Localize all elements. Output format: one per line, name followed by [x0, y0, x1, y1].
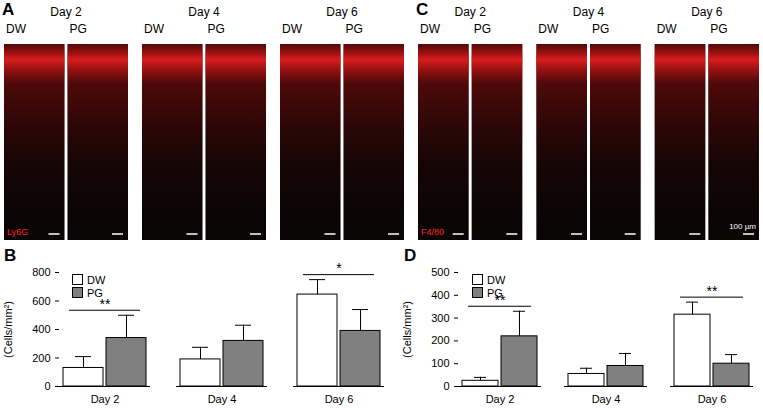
- svg-text:PG: PG: [474, 22, 491, 36]
- svg-text:DW: DW: [538, 22, 559, 36]
- svg-text:Day 4: Day 4: [573, 5, 605, 19]
- html-text:DW: DW: [87, 274, 106, 286]
- svg-text:Day 4: Day 4: [592, 393, 621, 405]
- svg-text:*: *: [336, 260, 342, 276]
- html-text:D: D: [404, 246, 417, 265]
- svg-text:PG: PG: [70, 22, 87, 36]
- svg-text:DW: DW: [657, 22, 678, 36]
- svg-text:PG: PG: [208, 22, 225, 36]
- svg-text:Day 6: Day 6: [691, 5, 723, 19]
- svg-text:Day 2: Day 2: [50, 5, 82, 19]
- svg-text:DW: DW: [6, 22, 27, 36]
- svg-text:400: 400: [32, 323, 50, 335]
- svg-text:600: 600: [32, 295, 50, 307]
- svg-text:0: 0: [443, 380, 449, 392]
- html-text:PG: PG: [87, 287, 103, 299]
- svg-text:PG: PG: [592, 22, 609, 36]
- svg-text:300: 300: [431, 312, 449, 324]
- svg-text:DW: DW: [144, 22, 165, 36]
- svg-text:200: 200: [32, 352, 50, 364]
- svg-text:PG: PG: [710, 22, 727, 36]
- svg-text:DW: DW: [420, 22, 441, 36]
- svg-text:400: 400: [431, 289, 449, 301]
- svg-text:(Cells/mm²): (Cells/mm²): [401, 301, 413, 358]
- svg-text:Day 2: Day 2: [91, 393, 120, 405]
- svg-text:0: 0: [44, 380, 50, 392]
- svg-text:500: 500: [431, 266, 449, 278]
- svg-text:Day 4: Day 4: [188, 5, 220, 19]
- html-text:DW: DW: [487, 274, 506, 286]
- svg-text:**: **: [707, 283, 718, 299]
- svg-text:Day 6: Day 6: [698, 393, 727, 405]
- svg-text:Day 2: Day 2: [454, 5, 486, 19]
- svg-text:Ly6G: Ly6G: [7, 227, 28, 237]
- svg-text:DW: DW: [282, 22, 303, 36]
- svg-text:(Cells/mm²): (Cells/mm²): [2, 301, 14, 358]
- svg-text:Day 4: Day 4: [208, 393, 237, 405]
- svg-text:Day 6: Day 6: [325, 393, 354, 405]
- svg-text:A: A: [2, 0, 14, 19]
- html-text:B: B: [4, 246, 17, 265]
- svg-text:C: C: [416, 0, 428, 19]
- svg-text:200: 200: [431, 334, 449, 346]
- svg-text:F4/80: F4/80: [421, 227, 444, 237]
- html-text:PG: PG: [487, 287, 503, 299]
- svg-text:800: 800: [32, 266, 50, 278]
- svg-text:Day 6: Day 6: [326, 5, 358, 19]
- svg-text:Day 2: Day 2: [486, 393, 515, 405]
- svg-text:100 µm: 100 µm: [729, 222, 756, 231]
- svg-text:100: 100: [431, 357, 449, 369]
- svg-text:PG: PG: [346, 22, 363, 36]
